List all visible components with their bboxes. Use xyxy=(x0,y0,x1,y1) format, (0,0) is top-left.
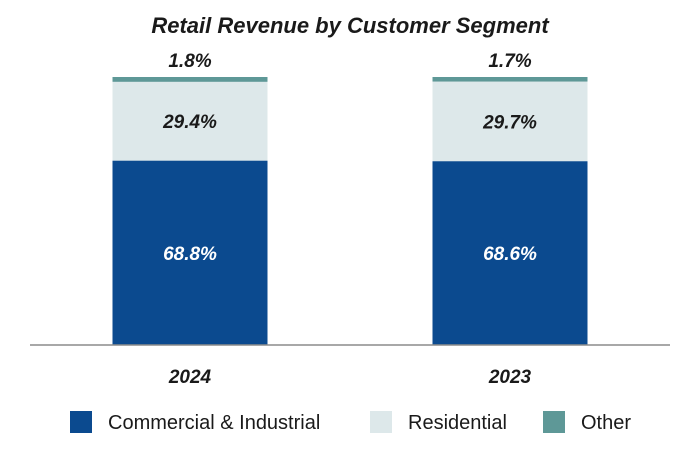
legend-swatch-residential xyxy=(370,411,392,433)
legend-label-residential: Residential xyxy=(408,412,507,434)
bar-other-2024 xyxy=(112,77,268,82)
legend-swatch-commercial-industrial xyxy=(70,411,92,433)
bars-group: 68.8% 29.4% 1.8% 68.6% 29.7% 1.7% xyxy=(112,51,588,345)
data-label-residential-2024: 29.4% xyxy=(162,112,217,133)
legend-label-other: Other xyxy=(581,412,631,434)
data-label-commercial-industrial-2023: 68.6% xyxy=(483,244,537,265)
data-label-other-2023: 1.7% xyxy=(488,51,531,72)
data-label-residential-2023: 29.7% xyxy=(482,112,537,133)
chart-title: Retail Revenue by Customer Segment xyxy=(151,13,550,38)
bar-residential-2024 xyxy=(112,81,268,161)
category-label-2023: 2023 xyxy=(488,367,532,388)
legend-label-commercial-industrial: Commercial & Industrial xyxy=(108,412,320,434)
legend-swatch-other xyxy=(543,411,565,433)
category-labels: 2024 2023 xyxy=(168,367,532,388)
bar-other-2023 xyxy=(432,77,588,82)
bar-residential-2023 xyxy=(432,81,588,162)
bar-commercial-industrial-2023 xyxy=(432,161,588,345)
legend: Commercial & Industrial Residential Other xyxy=(70,411,631,434)
data-label-commercial-industrial-2024: 68.8% xyxy=(163,244,217,265)
category-label-2024: 2024 xyxy=(168,367,212,388)
bar-commercial-industrial-2024 xyxy=(112,160,268,345)
data-label-other-2024: 1.8% xyxy=(168,51,211,72)
